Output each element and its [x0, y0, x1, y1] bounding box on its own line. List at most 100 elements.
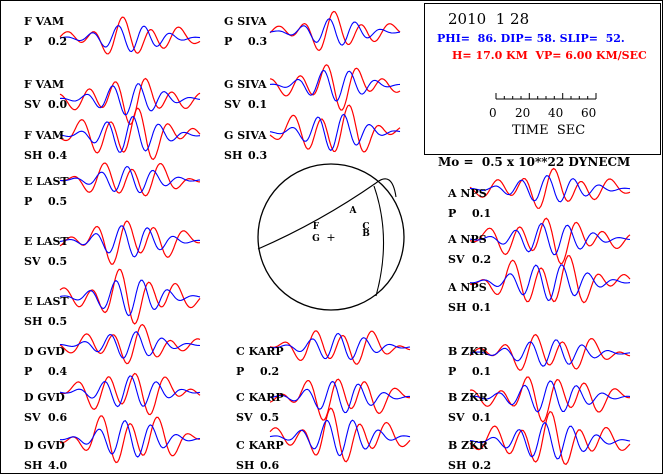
- synthetic-trace-2: [59, 83, 201, 116]
- synthetic-trace-10: [269, 18, 401, 46]
- stereonet-station-g: G: [312, 234, 320, 244]
- observed-trace-11: [269, 64, 401, 111]
- observed-trace-15: [269, 407, 411, 463]
- synthetic-trace-4: [59, 165, 201, 194]
- weight-value: 0.4: [48, 365, 68, 378]
- component-label: SH: [24, 315, 43, 328]
- observed-trace-17: [469, 217, 631, 265]
- event-date: 2010 1 28: [448, 10, 530, 28]
- component-label: SV: [448, 253, 465, 266]
- weight-value: 0.6: [260, 459, 280, 472]
- weight-value: 0.3: [248, 35, 268, 48]
- station-label: F VAM: [24, 129, 65, 142]
- synthetic-trace-12: [269, 113, 401, 152]
- observed-trace-2: [59, 77, 201, 126]
- stereonet-station-f: F: [313, 222, 320, 232]
- time-axis-label: TIME SEC: [512, 123, 586, 138]
- weight-value: 0.5: [48, 255, 68, 268]
- component-label: P: [236, 365, 245, 378]
- stereonet-center-marker: +: [326, 231, 335, 244]
- synthetic-trace-9: [60, 420, 201, 458]
- time-tick-20: 20: [515, 106, 531, 120]
- component-label: SV: [236, 411, 253, 424]
- component-label: P: [24, 365, 33, 378]
- component-label: SH: [448, 301, 467, 314]
- synthetic-trace-7: [60, 331, 201, 359]
- station-label: A NPS: [448, 233, 487, 246]
- weight-value: 0.0: [48, 98, 68, 111]
- observed-trace-6: [59, 268, 201, 325]
- depth-velocity: H= 17.0 KM VP= 6.00 KM/SEC: [452, 49, 647, 62]
- station-label: A NPS: [448, 281, 487, 294]
- observed-trace-12: [269, 104, 401, 153]
- component-label: P: [224, 35, 233, 48]
- synthetic-trace-14: [269, 380, 410, 414]
- synthetic-trace-8: [59, 375, 201, 408]
- observed-trace-3: [59, 107, 201, 161]
- synthetic-trace-20: [469, 380, 631, 413]
- observed-trace-14: [269, 378, 410, 421]
- stereonet-circle: [257, 163, 405, 311]
- synthetic-trace-3: [59, 115, 201, 153]
- weight-value: 0.1: [248, 98, 268, 111]
- synthetic-trace-13: [269, 332, 411, 361]
- station-label: C KARP: [236, 439, 284, 452]
- observed-trace-16: [469, 167, 631, 209]
- component-label: SV: [224, 98, 241, 111]
- observed-trace-13: [269, 330, 411, 365]
- weight-value: 0.5: [48, 315, 68, 328]
- weight-value: 0.1: [472, 207, 492, 220]
- weight-value: 0.1: [472, 301, 492, 314]
- component-label: SH: [236, 459, 255, 472]
- station-label: A NPS: [448, 187, 487, 200]
- station-label: F VAM: [24, 15, 65, 28]
- weight-value: 0.5: [48, 195, 68, 208]
- weight-value: 0.4: [48, 149, 68, 162]
- station-label: D GVD: [24, 439, 65, 452]
- mechanism-parameters: PHI= 86. DIP= 58. SLIP= 52.: [437, 32, 625, 45]
- station-label: G SIVA: [224, 129, 267, 142]
- component-label: P: [24, 195, 33, 208]
- component-label: SH: [24, 149, 43, 162]
- synthetic-trace-21: [469, 421, 631, 460]
- synthetic-trace-17: [469, 222, 631, 256]
- observed-trace-8: [59, 372, 201, 416]
- observed-trace-20: [469, 376, 630, 423]
- synthetic-trace-18: [469, 264, 631, 302]
- weight-value: 0.2: [260, 365, 280, 378]
- synthetic-trace-6: [59, 279, 201, 317]
- station-label: C KARP: [236, 345, 284, 358]
- time-tick-0: 0: [489, 106, 497, 120]
- nodal-plane-1: [257, 178, 397, 250]
- synthetic-trace-15: [269, 419, 411, 457]
- station-label: F VAM: [24, 78, 65, 91]
- weight-value: 0.2: [48, 35, 68, 48]
- station-label: C KARP: [236, 391, 284, 404]
- nodal-plane-2: [373, 185, 385, 297]
- synthetic-trace-5: [59, 225, 201, 258]
- observed-trace-10: [269, 10, 401, 52]
- station-label: D GVD: [24, 391, 65, 404]
- component-label: SV: [24, 255, 41, 268]
- observed-trace-5: [59, 220, 201, 265]
- seismic-moment: Mo = 0.5 x 10**22 DYNECM: [438, 155, 631, 169]
- solution-info-box: [424, 3, 661, 155]
- observed-trace-18: [469, 255, 631, 304]
- weight-value: 0.3: [248, 149, 268, 162]
- station-label: B ZKR: [448, 439, 488, 452]
- component-label: P: [448, 207, 457, 220]
- component-label: P: [24, 35, 33, 48]
- observed-trace-1: [59, 16, 201, 55]
- station-label: D GVD: [24, 345, 65, 358]
- component-label: SH: [448, 459, 467, 472]
- weight-value: 0.6: [48, 411, 68, 424]
- stereonet-station-a: A: [349, 206, 358, 216]
- station-label: E LAST: [24, 235, 69, 248]
- component-label: SV: [24, 98, 41, 111]
- station-label: G SIVA: [224, 15, 267, 28]
- observed-trace-21: [469, 410, 631, 466]
- weight-value: 0.2: [472, 459, 492, 472]
- stereonet-station-c: C: [362, 222, 369, 232]
- weight-value: 0.1: [472, 365, 492, 378]
